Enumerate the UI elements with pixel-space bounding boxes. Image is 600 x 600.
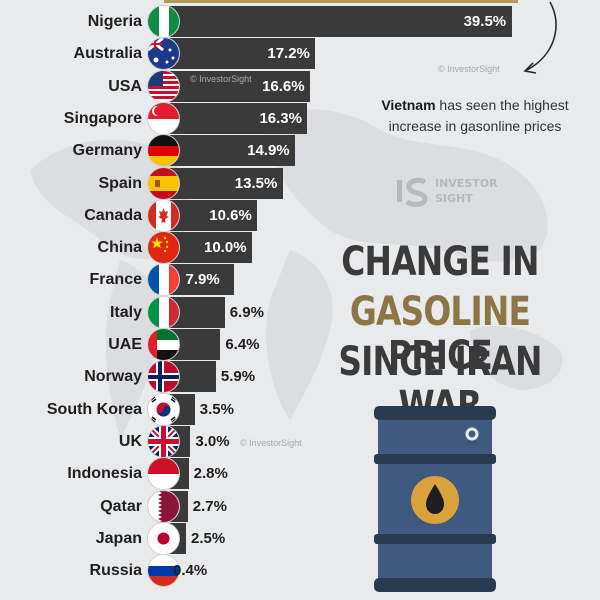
value-label-japan: 2.5%	[191, 529, 226, 547]
flag-france-icon	[148, 264, 179, 296]
watermark: © InvestorSight	[190, 74, 252, 84]
country-label-italy: Italy	[109, 303, 142, 321]
title-line-1: CHANGE IN	[341, 239, 539, 285]
value-label-china: 10.0%	[204, 239, 247, 257]
bar-australia	[164, 38, 316, 70]
title-highlight: GASOLINE	[349, 289, 531, 335]
annotation-rest: has seen the highest increase in gasonli…	[388, 97, 569, 134]
flag-japan-icon	[148, 522, 179, 554]
title-line-2-post: PRICE	[388, 333, 493, 379]
country-label-china: China	[97, 239, 142, 257]
flag-canada-icon	[148, 199, 179, 231]
oil-drop-icon	[426, 484, 444, 514]
flag-uae-icon	[148, 329, 179, 360]
value-label-usa: 16.6%	[262, 77, 305, 95]
bar-nigeria	[164, 6, 512, 37]
bar-singapore	[164, 102, 308, 134]
oil-barrel-icon	[374, 406, 496, 592]
bar-spain	[164, 167, 283, 199]
country-label-norway: Norway	[84, 368, 142, 386]
country-label-australia: Australia	[73, 45, 142, 63]
country-label-singapore: Singapore	[63, 109, 142, 127]
country-label-uk: UK	[118, 432, 142, 450]
flag-australia-icon	[148, 38, 179, 70]
brand-line2: SIGHT	[435, 192, 473, 205]
flag-qatar-icon	[148, 490, 179, 522]
value-label-canada: 10.6%	[209, 206, 252, 224]
flag-singapore-icon	[148, 102, 179, 134]
country-label-qatar: Qatar	[100, 497, 142, 515]
value-label-australia: 17.2%	[267, 45, 310, 63]
value-label-uae: 6.4%	[225, 336, 260, 353]
country-label-indonesia: Indonesia	[67, 465, 142, 483]
flag-nigeria-icon	[148, 6, 179, 37]
value-label-singapore: 16.3%	[259, 109, 302, 127]
title-line-2: GASOLINE PRICE	[317, 290, 563, 378]
top-accent-line	[164, 0, 518, 3]
country-label-uae: UAE	[108, 336, 142, 353]
country-label-canada: Canada	[84, 206, 142, 224]
country-label-france: France	[89, 271, 142, 289]
flag-china-icon	[148, 232, 179, 264]
value-label-south-korea: 3.5%	[199, 400, 234, 418]
flag-indonesia-icon	[148, 458, 179, 490]
brand-logo: INVESTOR SIGHT	[395, 172, 515, 213]
value-label-uk: 3.0%	[195, 432, 230, 450]
country-label-nigeria: Nigeria	[87, 13, 142, 30]
country-label-russia: Russia	[89, 562, 142, 580]
watermark: © InvestorSight	[438, 64, 500, 74]
value-label-germany: 14.9%	[247, 142, 290, 160]
watermark: © InvestorSight	[240, 438, 302, 448]
value-label-norway: 5.9%	[220, 368, 256, 386]
flag-usa-icon	[148, 70, 179, 102]
country-label-japan: Japan	[95, 529, 142, 547]
curved-arrow-icon	[523, 1, 557, 74]
bar-germany	[164, 135, 296, 167]
flag-norway-icon	[148, 361, 179, 393]
country-label-south-korea: South Korea	[46, 400, 142, 418]
value-label-nigeria: 39.5%	[463, 13, 507, 30]
flag-italy-icon	[148, 296, 179, 328]
bar-usa	[164, 70, 311, 102]
flag-south-korea-icon	[148, 393, 179, 425]
flag-spain-icon	[148, 167, 179, 199]
flag-germany-icon	[148, 135, 179, 167]
value-label-spain: 13.5%	[234, 174, 278, 192]
country-label-spain: Spain	[98, 174, 142, 192]
annotation-bold: Vietnam	[381, 97, 436, 113]
country-label-usa: USA	[108, 77, 142, 95]
flag-uk-icon	[148, 425, 179, 457]
value-label-italy: 6.9%	[229, 303, 264, 321]
vietnam-annotation: Vietnam has seen the highest increase in…	[380, 95, 570, 137]
value-label-russia: 0.4%	[173, 562, 208, 580]
value-label-indonesia: 2.8%	[193, 465, 228, 483]
value-label-france: 7.9%	[185, 271, 220, 289]
bar-canada	[164, 199, 258, 231]
country-label-germany: Germany	[72, 142, 142, 160]
value-label-qatar: 2.7%	[192, 497, 227, 515]
flag-russia-icon	[148, 555, 179, 587]
brand-line1: INVESTOR	[435, 177, 498, 190]
